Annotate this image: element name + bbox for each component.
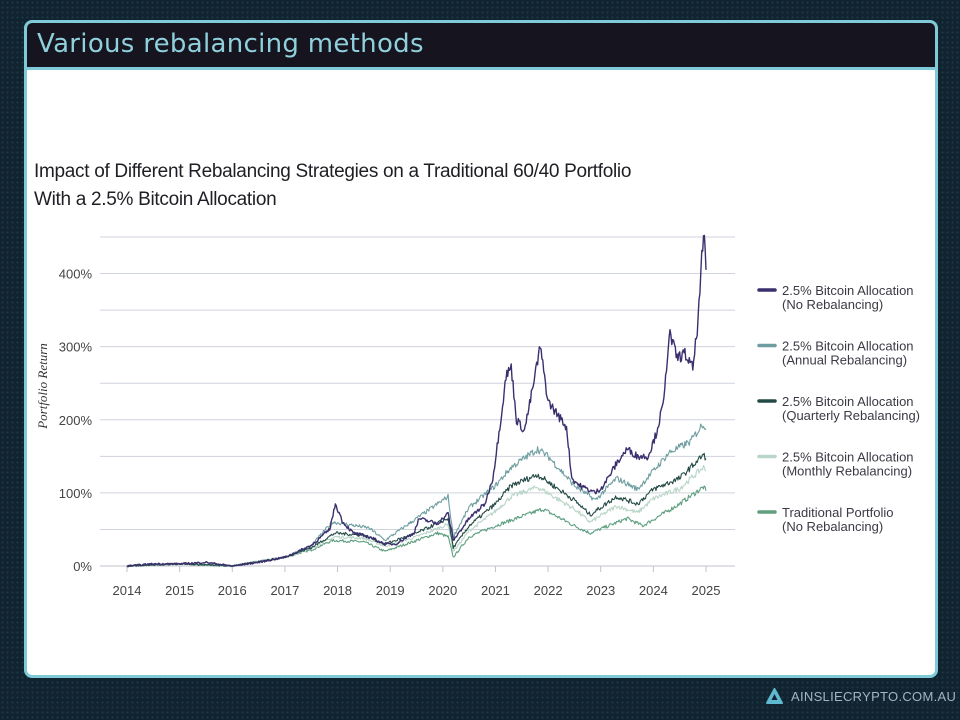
ainslie-logo-icon <box>766 688 783 704</box>
x-tick-label: 2025 <box>692 583 721 598</box>
x-tick-label: 2020 <box>428 583 457 598</box>
legend-label: Traditional Portfolio <box>782 505 894 520</box>
footer-brand-text: AINSLIECRYPTO.COM.AU <box>791 689 957 704</box>
y-tick-label: 200% <box>59 413 93 428</box>
chart-title-line-2: With a 2.5% Bitcoin Allocation <box>34 189 277 210</box>
x-tick-label: 2016 <box>218 583 247 598</box>
legend-label: 2.5% Bitcoin Allocation <box>782 450 914 465</box>
x-tick-label: 2015 <box>165 583 194 598</box>
y-tick-label: 100% <box>59 486 93 501</box>
legend-label-sub: (Monthly Rebalancing) <box>782 464 912 479</box>
legend-label-sub: (Annual Rebalancing) <box>782 353 907 368</box>
legend-label-sub: (No Rebalancing) <box>782 297 883 312</box>
x-tick-label: 2022 <box>534 583 563 598</box>
x-tick-label: 2019 <box>376 583 405 598</box>
series-line-0 <box>126 234 707 568</box>
legend-label-sub: (Quarterly Rebalancing) <box>782 408 920 423</box>
x-tick-label: 2018 <box>323 583 352 598</box>
slide-header: Various rebalancing methods <box>27 23 935 70</box>
chart-title-line-1: Impact of Different Rebalancing Strategi… <box>34 161 632 182</box>
x-tick-label: 2014 <box>113 583 142 598</box>
footer-brand[interactable]: AINSLIECRYPTO.COM.AU <box>766 688 956 705</box>
series-line-1 <box>126 423 707 568</box>
chart-title: Impact of Different Rebalancing Strategi… <box>34 158 631 214</box>
legend-label: 2.5% Bitcoin Allocation <box>782 394 914 409</box>
slide-title: Various rebalancing methods <box>37 29 424 59</box>
x-tick-label: 2024 <box>639 583 668 598</box>
x-tick-label: 2017 <box>270 583 299 598</box>
legend-label: 2.5% Bitcoin Allocation <box>782 283 914 298</box>
series-line-2 <box>126 452 707 568</box>
x-tick-label: 2021 <box>481 583 510 598</box>
y-tick-label: 400% <box>59 267 93 282</box>
slide-card: Various rebalancing methods Impact of Di… <box>24 20 938 678</box>
x-tick-label: 2023 <box>586 583 615 598</box>
y-tick-label: 300% <box>59 340 93 355</box>
legend-label-sub: (No Rebalancing) <box>782 519 883 534</box>
y-tick-label: 0% <box>73 559 92 574</box>
legend-label: 2.5% Bitcoin Allocation <box>782 339 914 354</box>
y-axis-label: Portfolio Return <box>35 343 50 430</box>
